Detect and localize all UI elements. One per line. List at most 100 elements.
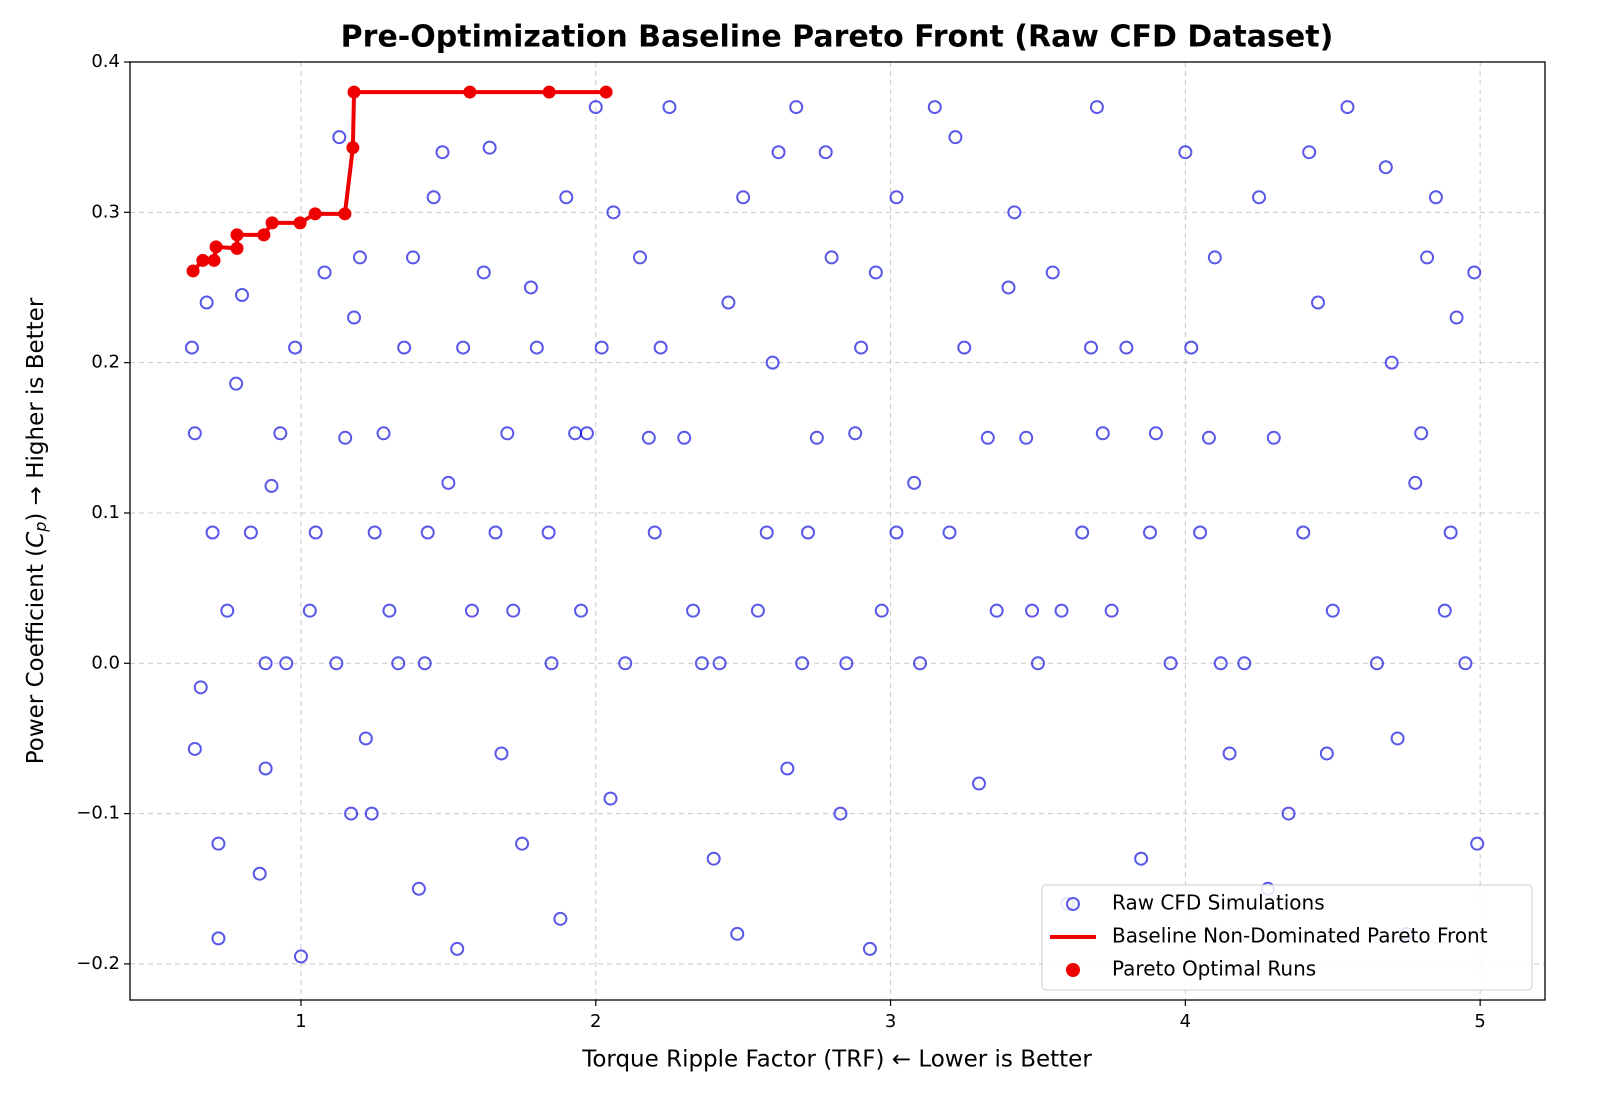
pareto-point: [207, 253, 221, 267]
scatter-point: [1193, 525, 1208, 540]
scatter-point: [833, 806, 848, 821]
scatter-point: [559, 190, 574, 205]
scatter-point: [1007, 205, 1022, 220]
scatter-point: [1095, 426, 1110, 441]
scatter-point: [765, 355, 780, 370]
scatter-point: [488, 525, 503, 540]
chart-title: Pre-Optimization Baseline Pareto Front (…: [341, 20, 1334, 55]
scatter-point: [641, 430, 656, 445]
pareto-point: [257, 228, 271, 242]
scatter-point: [913, 656, 928, 671]
pareto-point: [230, 228, 244, 242]
scatter-point: [771, 145, 786, 160]
scatter-point: [220, 603, 235, 618]
pareto-point: [338, 207, 352, 221]
y-axis-label: Power Coefficient (Cp) → Higher is Bette…: [23, 297, 50, 764]
scatter-point: [1319, 746, 1334, 761]
pareto-point: [347, 85, 361, 99]
y-tick-label: −0.2: [76, 953, 120, 974]
scatter-point: [721, 295, 736, 310]
scatter-point: [476, 265, 491, 280]
x-axis-label: Torque Ripple Factor (TRF) ← Lower is Be…: [581, 1047, 1092, 1073]
scatter-point: [420, 525, 435, 540]
scatter-point: [417, 656, 432, 671]
pareto-point: [542, 85, 556, 99]
scatter-point: [500, 426, 515, 441]
pareto-point: [196, 253, 210, 267]
scatter-point: [1030, 656, 1045, 671]
scatter-point: [1134, 851, 1149, 866]
scatter-point: [907, 475, 922, 490]
scatter-point: [515, 836, 530, 851]
scatter-point: [1266, 430, 1281, 445]
scatter-point: [1142, 525, 1157, 540]
pareto-point: [346, 141, 360, 155]
scatter-point: [1252, 190, 1267, 205]
scatter-point: [456, 340, 471, 355]
scatter-point: [948, 130, 963, 145]
scatter-point: [1163, 656, 1178, 671]
scatter-point: [1019, 430, 1034, 445]
scatter-point: [229, 376, 244, 391]
scatter-point: [1458, 656, 1473, 671]
scatter-point: [809, 430, 824, 445]
scatter-point: [854, 340, 869, 355]
y-tick-label: 0.4: [91, 51, 120, 72]
y-tick-label: −0.1: [76, 803, 120, 824]
scatter-point: [568, 426, 583, 441]
y-label-part: Power Coefficient (: [23, 548, 49, 764]
scatter-point: [632, 250, 647, 265]
scatter-point: [279, 656, 294, 671]
scatter-point: [450, 941, 465, 956]
scatter-point: [211, 931, 226, 946]
scatter-point: [288, 340, 303, 355]
pareto-point: [599, 85, 613, 99]
scatter-point: [426, 190, 441, 205]
plot-frame: [129, 61, 1546, 1001]
x-tick-label: 1: [295, 1011, 306, 1032]
y-label-sub: p: [31, 522, 50, 533]
scatter-point: [889, 190, 904, 205]
scatter-point: [1025, 603, 1040, 618]
scatter-point: [686, 603, 701, 618]
scatter-point: [1075, 525, 1090, 540]
y-tick-label: 0.3: [91, 201, 120, 222]
scatter-point: [494, 746, 509, 761]
scatter-point: [824, 250, 839, 265]
scatter-point: [1213, 656, 1228, 671]
x-tick-label: 3: [885, 1011, 896, 1032]
scatter-point: [193, 680, 208, 695]
scatter-point: [523, 280, 538, 295]
scatter-point: [391, 656, 406, 671]
scatter-point: [1443, 525, 1458, 540]
scatter-point: [187, 741, 202, 756]
x-tick-label: 4: [1180, 1011, 1191, 1032]
scatter-point: [1378, 160, 1393, 175]
scatter-point: [1311, 295, 1326, 310]
scatter-point: [317, 265, 332, 280]
scatter-point: [1045, 265, 1060, 280]
scatter-point: [364, 806, 379, 821]
legend-marker: [1066, 897, 1080, 911]
pareto-point: [293, 216, 307, 230]
y-tick-label: 0.1: [91, 502, 120, 523]
scatter-point: [927, 100, 942, 115]
scatter-point: [603, 791, 618, 806]
scatter-point: [1449, 310, 1464, 325]
scatter-point: [972, 776, 986, 791]
scatter-point: [942, 525, 957, 540]
scatter-point: [211, 836, 226, 851]
scatter-point: [332, 130, 347, 145]
scatter-point: [736, 190, 751, 205]
scatter-point: [795, 656, 810, 671]
legend-label: Raw CFD Simulations: [1112, 891, 1325, 915]
scatter-point: [712, 656, 727, 671]
legend-label: Pareto Optimal Runs: [1112, 957, 1316, 981]
legend-box: [1041, 884, 1533, 991]
scatter-point: [184, 340, 199, 355]
scatter-point: [1089, 100, 1104, 115]
scatter-point: [653, 340, 668, 355]
scatter-point: [868, 265, 883, 280]
scatter-point: [1084, 340, 1099, 355]
scatter-point: [694, 656, 709, 671]
